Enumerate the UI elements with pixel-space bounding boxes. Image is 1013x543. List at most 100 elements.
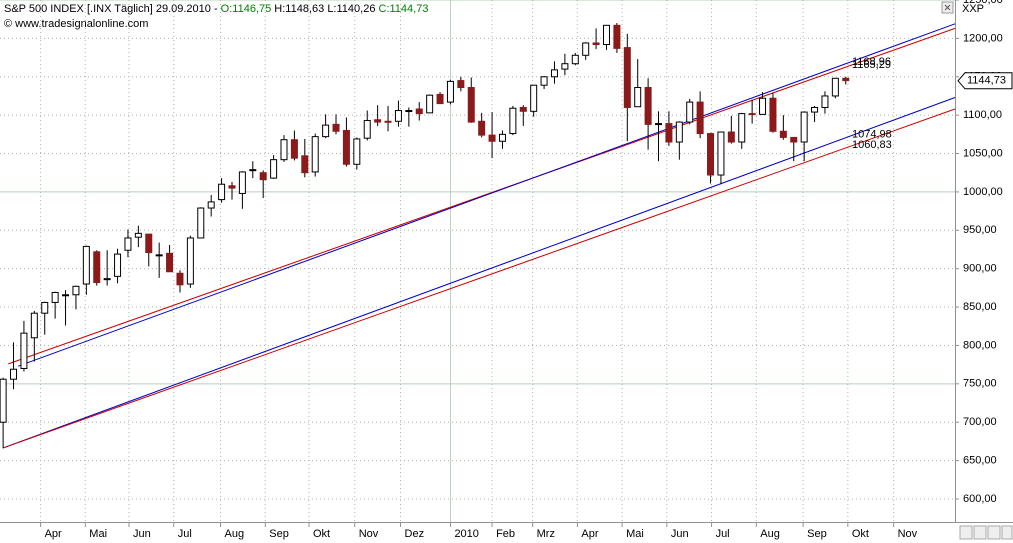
candle-body xyxy=(790,136,798,143)
panel-name: XXP xyxy=(962,3,984,15)
candle-body xyxy=(301,155,309,174)
candle-body xyxy=(311,136,319,173)
candle-body xyxy=(467,87,475,123)
trendline-label: 1165,29 xyxy=(852,59,891,71)
header-name: S&P 500 INDEX [.INX Täglich] 29.09.2010 … xyxy=(4,3,218,15)
candle-body xyxy=(20,332,28,369)
candle-body xyxy=(634,87,642,108)
candle-body xyxy=(769,97,777,132)
trendline xyxy=(2,97,956,449)
candle-body xyxy=(686,101,694,123)
candle-body xyxy=(759,97,767,115)
candle-body xyxy=(374,119,382,123)
candle-body xyxy=(30,312,38,339)
candle-body xyxy=(592,42,600,46)
candle-body xyxy=(62,294,70,297)
x-tick-label: Jul xyxy=(716,528,730,540)
candle-body xyxy=(842,77,850,82)
candle-body xyxy=(51,291,59,303)
candle-body xyxy=(238,171,246,194)
grid xyxy=(0,0,959,527)
candle-body xyxy=(218,183,226,201)
y-tick-label: 1250,00 xyxy=(963,0,1003,6)
candle-body xyxy=(571,54,579,65)
candle-body xyxy=(405,110,413,113)
last-price-label: 1144,73 xyxy=(967,75,1006,87)
candle-body xyxy=(707,133,715,176)
labels: 600,00 650,00 700,00 750,00 800,00 850,00 900,… xyxy=(45,0,1013,540)
x-tick-label: Jun xyxy=(133,528,151,540)
y-tick-label: 850,00 xyxy=(963,301,997,313)
candle-body xyxy=(727,131,735,143)
candle-body xyxy=(530,84,538,112)
candle-body xyxy=(561,63,569,70)
zoom-button[interactable] xyxy=(973,525,987,540)
candle-body xyxy=(342,130,350,165)
x-tick-label: Nov xyxy=(898,528,918,540)
candle-body xyxy=(332,123,340,132)
candle-body xyxy=(176,272,184,286)
y-tick-label: 750,00 xyxy=(963,378,997,390)
candle-body xyxy=(436,93,444,105)
candle-body xyxy=(696,101,704,135)
x-tick-label: 2010 xyxy=(454,528,478,540)
candle-body xyxy=(384,120,392,123)
x-tick-label: Sep xyxy=(269,528,289,540)
candle-body xyxy=(82,245,90,285)
scroll-button[interactable] xyxy=(1001,525,1013,540)
candle-body xyxy=(93,251,101,283)
candle-body xyxy=(134,232,142,238)
candle-body xyxy=(394,110,402,122)
close-icon xyxy=(944,4,951,11)
candle-body xyxy=(488,134,496,142)
x-tick-label: Nov xyxy=(359,528,379,540)
candle-body xyxy=(498,133,506,142)
trendline xyxy=(17,23,956,367)
candle-body xyxy=(779,130,787,138)
candle-body xyxy=(280,139,288,161)
candle-body xyxy=(748,113,756,116)
candle-body xyxy=(322,124,330,138)
candle-body xyxy=(540,76,548,86)
y-tick-label: 1050,00 xyxy=(963,147,1003,159)
y-tick-label: 1000,00 xyxy=(963,186,1003,198)
header-open: O:1146,75 xyxy=(221,3,272,15)
zoom-button[interactable] xyxy=(987,525,1001,540)
y-tick-label: 900,00 xyxy=(963,263,997,275)
trendline-label: 1060,83 xyxy=(852,139,892,151)
x-tick-label: Okt xyxy=(313,528,330,540)
candle-body xyxy=(228,185,236,189)
candle-body xyxy=(800,111,808,143)
candle-body xyxy=(738,113,746,143)
candle-body xyxy=(613,24,621,49)
x-tick-label: Mai xyxy=(89,528,107,540)
candle-body xyxy=(270,159,278,179)
candle-body xyxy=(446,80,454,103)
header-close: C:1144,73 xyxy=(379,3,429,15)
x-tick-label: Dez xyxy=(405,528,425,540)
y-tick-label: 1100,00 xyxy=(963,109,1002,121)
x-tick-label: Apr xyxy=(581,528,598,540)
candle-body xyxy=(478,120,486,136)
candle-body xyxy=(550,69,558,78)
x-tick-label: Aug xyxy=(760,528,780,540)
candle-body xyxy=(644,87,652,125)
candle-body xyxy=(426,94,434,114)
zoom-button[interactable] xyxy=(959,525,973,540)
candle-body xyxy=(197,207,205,239)
y-tick-label: 1200,00 xyxy=(963,32,1003,44)
candle-body xyxy=(623,47,631,108)
candle-body xyxy=(509,107,517,135)
trendlines xyxy=(2,23,956,449)
candle-body xyxy=(717,131,725,176)
candle-body xyxy=(155,254,163,257)
candle-body xyxy=(166,252,174,273)
x-tick-label: Apr xyxy=(45,528,62,540)
trendline xyxy=(2,108,956,449)
y-tick-label: 600,00 xyxy=(963,493,997,505)
header-high: H:1148,63 xyxy=(274,3,324,15)
candle-body xyxy=(207,201,215,209)
x-tick-label: Mrz xyxy=(537,528,555,540)
candle-body xyxy=(353,138,361,165)
